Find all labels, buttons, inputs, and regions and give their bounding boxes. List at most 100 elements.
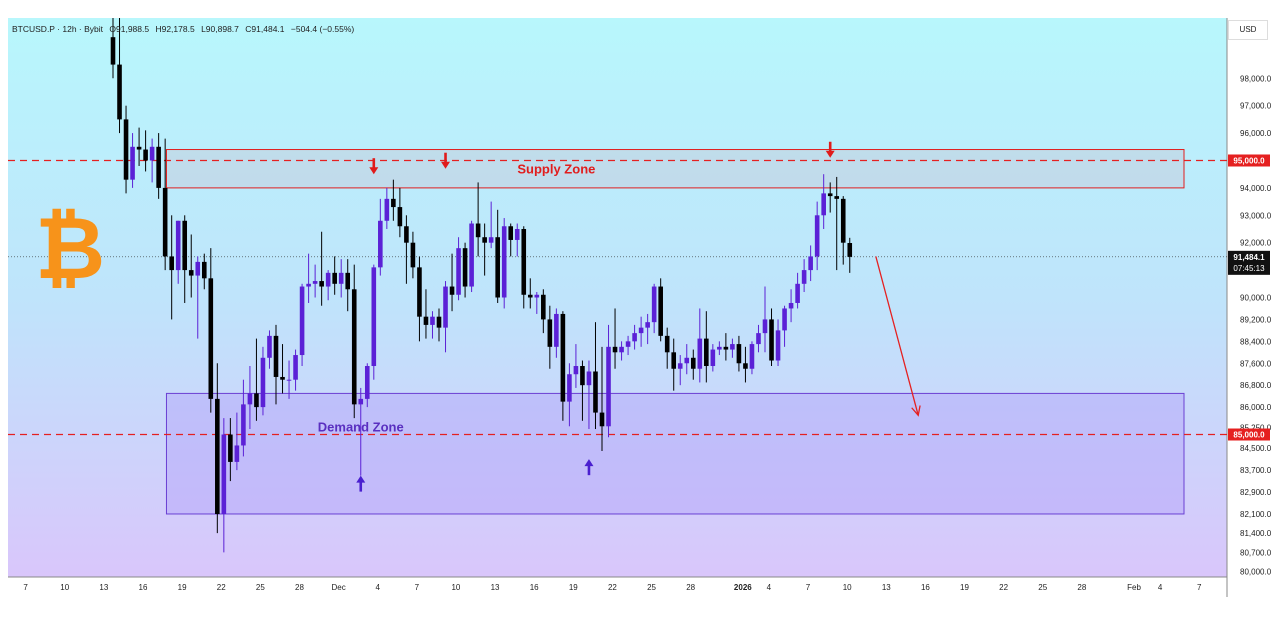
candle[interactable] xyxy=(638,316,644,347)
demand-zone[interactable] xyxy=(165,392,1185,515)
supply-zone[interactable] xyxy=(165,149,1185,189)
candle[interactable] xyxy=(625,335,631,356)
candle[interactable] xyxy=(260,346,266,416)
candle[interactable] xyxy=(684,344,690,375)
candle[interactable] xyxy=(188,234,194,298)
candle[interactable] xyxy=(723,333,729,361)
candle[interactable] xyxy=(827,182,833,213)
candle[interactable] xyxy=(749,341,755,375)
candle[interactable] xyxy=(775,319,781,367)
candle[interactable] xyxy=(312,264,318,298)
candle[interactable] xyxy=(423,289,429,339)
candle[interactable] xyxy=(221,418,227,553)
candlestick-chart[interactable]: 98,000.0 97,000.0 96,000.0 94,000.0 93,000.0… xyxy=(8,18,1272,597)
candle[interactable] xyxy=(840,196,846,265)
candle[interactable] xyxy=(175,220,181,284)
candle[interactable] xyxy=(619,341,624,361)
candle[interactable] xyxy=(110,18,116,79)
candle[interactable] xyxy=(378,198,383,276)
candle[interactable] xyxy=(280,344,285,394)
candle[interactable] xyxy=(508,223,514,257)
candle[interactable] xyxy=(162,138,168,271)
candle[interactable] xyxy=(338,259,344,298)
candle[interactable] xyxy=(834,176,840,271)
candle[interactable] xyxy=(651,283,657,334)
candle[interactable] xyxy=(306,253,311,303)
candle[interactable] xyxy=(293,349,298,391)
candle[interactable] xyxy=(645,313,650,345)
candle[interactable] xyxy=(704,311,709,383)
candle[interactable] xyxy=(658,278,663,342)
candle[interactable] xyxy=(475,182,481,257)
candle[interactable] xyxy=(201,253,207,290)
candle[interactable] xyxy=(580,360,585,421)
candle[interactable] xyxy=(677,355,683,386)
candle[interactable] xyxy=(430,311,435,339)
candle[interactable] xyxy=(384,187,390,229)
candle[interactable] xyxy=(410,231,416,279)
candle[interactable] xyxy=(215,363,220,534)
candle[interactable] xyxy=(273,324,279,405)
candle[interactable] xyxy=(117,18,122,134)
candle[interactable] xyxy=(567,363,572,427)
candle[interactable] xyxy=(782,305,787,347)
candle[interactable] xyxy=(514,223,520,257)
candle[interactable] xyxy=(573,344,579,388)
candle[interactable] xyxy=(710,344,716,372)
currency-button[interactable]: USD xyxy=(1228,20,1268,40)
candle[interactable] xyxy=(586,360,592,430)
candle[interactable] xyxy=(351,264,357,419)
symbol-label[interactable]: BTCUSD.P · 12h · Bybit xyxy=(12,24,104,34)
candle[interactable] xyxy=(612,308,618,369)
candle[interactable] xyxy=(814,201,820,271)
candle[interactable] xyxy=(606,324,611,438)
candle[interactable] xyxy=(143,130,148,172)
candle[interactable] xyxy=(299,283,305,367)
candle[interactable] xyxy=(821,174,826,229)
candle[interactable] xyxy=(847,237,853,273)
candle[interactable] xyxy=(534,292,540,314)
candle[interactable] xyxy=(554,308,559,358)
candle[interactable] xyxy=(130,133,135,188)
candle[interactable] xyxy=(495,209,500,303)
candle[interactable] xyxy=(371,264,377,380)
candle[interactable] xyxy=(743,346,748,383)
candle[interactable] xyxy=(795,272,800,309)
candle[interactable] xyxy=(254,338,259,421)
candle[interactable] xyxy=(391,179,396,221)
candle[interactable] xyxy=(364,363,370,408)
candle[interactable] xyxy=(319,231,324,306)
candle[interactable] xyxy=(762,286,768,353)
candle[interactable] xyxy=(736,335,742,372)
candle[interactable] xyxy=(208,248,214,413)
candle[interactable] xyxy=(443,281,448,353)
candle[interactable] xyxy=(345,259,351,312)
candle[interactable] xyxy=(560,311,566,421)
candle[interactable] xyxy=(358,387,364,476)
candle[interactable] xyxy=(332,256,337,295)
candle[interactable] xyxy=(717,341,722,356)
candle[interactable] xyxy=(169,215,174,320)
candle[interactable] xyxy=(482,223,487,276)
candle[interactable] xyxy=(469,220,474,293)
candle[interactable] xyxy=(182,215,188,303)
candle[interactable] xyxy=(195,256,201,339)
candle[interactable] xyxy=(417,256,422,342)
candle[interactable] xyxy=(241,379,246,457)
candle[interactable] xyxy=(456,237,461,301)
candle[interactable] xyxy=(325,270,331,301)
candle[interactable] xyxy=(632,324,637,350)
candle[interactable] xyxy=(664,327,670,369)
candle[interactable] xyxy=(286,360,292,399)
candle[interactable] xyxy=(267,330,272,369)
candle[interactable] xyxy=(756,324,761,353)
candle[interactable] xyxy=(149,138,155,183)
candle[interactable] xyxy=(521,226,527,309)
candle[interactable] xyxy=(769,308,774,367)
candle[interactable] xyxy=(436,308,442,342)
candle[interactable] xyxy=(541,289,546,334)
candle[interactable] xyxy=(547,305,553,369)
candle[interactable] xyxy=(730,338,735,358)
candle[interactable] xyxy=(247,366,253,430)
candle[interactable] xyxy=(593,322,598,430)
